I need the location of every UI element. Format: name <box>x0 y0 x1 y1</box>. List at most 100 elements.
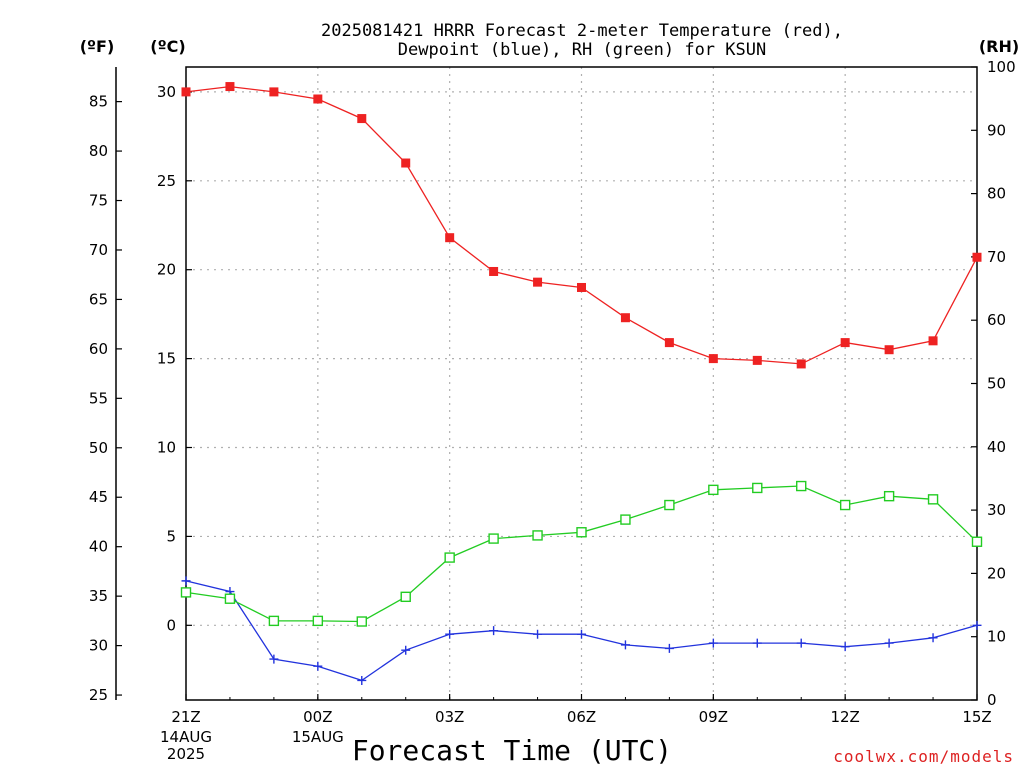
rh-tick-label: 50 <box>987 375 1006 393</box>
rh-tick-label: 90 <box>987 121 1006 139</box>
dewpoint-point <box>840 642 850 652</box>
dewpoint-point <box>796 638 806 648</box>
fahrenheit-tick-label: 55 <box>89 389 108 407</box>
rh-point <box>532 530 543 541</box>
temperature-point <box>533 277 543 287</box>
temperature-point <box>577 282 586 292</box>
rh-point <box>224 593 236 604</box>
fahrenheit-tick-label: 40 <box>89 538 108 556</box>
dewpoint-point <box>489 626 499 636</box>
celsius-tick-label: 30 <box>157 83 176 101</box>
x-tick-label: 00Z <box>303 708 332 726</box>
fahrenheit-unit-label: (ºF) <box>80 37 115 56</box>
x-tick-date-label: 14AUG <box>160 728 212 746</box>
celsius-tick-label: 10 <box>157 439 176 457</box>
fahrenheit-tick-label: 75 <box>89 192 108 210</box>
rh-point <box>356 616 367 627</box>
dewpoint-point <box>752 638 762 648</box>
credit-text: coolwx.com/models <box>833 747 1014 766</box>
rh-point <box>444 552 455 563</box>
rh-point <box>400 591 411 603</box>
dewpoint-point <box>664 643 674 653</box>
rh-point <box>796 480 807 492</box>
x-tick-label: 21Z <box>171 708 200 726</box>
x-tick-date-label: 2025 <box>167 745 205 763</box>
data-series <box>180 82 983 685</box>
dewpoint-point <box>972 620 982 630</box>
temperature-point <box>664 338 674 348</box>
fahrenheit-tick-label: 25 <box>89 686 108 704</box>
dewpoint-point <box>620 640 630 650</box>
rh-point <box>752 482 763 494</box>
x-tick-label: 09Z <box>699 708 728 726</box>
celsius-tick-label: 20 <box>157 261 176 279</box>
tick-labels: 2530354045505560657075808505101520253001… <box>89 58 1016 763</box>
dewpoint-point <box>533 629 543 639</box>
temperature-point <box>840 338 850 348</box>
temperature-point <box>796 359 806 369</box>
rh-point <box>883 490 895 502</box>
temperature-line <box>185 85 978 365</box>
dewpoint-point <box>928 633 938 643</box>
rh-tick-label: 100 <box>987 58 1016 76</box>
dewpoint-point <box>357 675 367 685</box>
temperature-point <box>401 158 411 168</box>
temperature-point <box>972 252 982 262</box>
rh-tick-label: 40 <box>987 438 1006 456</box>
rh-point <box>180 587 192 598</box>
rh-point <box>268 615 280 627</box>
temperature-point <box>708 354 718 364</box>
celsius-tick-label: 0 <box>166 616 176 634</box>
rh-tick-label: 0 <box>987 691 997 709</box>
rh-tick-label: 20 <box>987 564 1006 582</box>
dewpoint-point <box>313 661 323 671</box>
dewpoint-point <box>181 576 191 586</box>
x-tick-label: 06Z <box>567 708 596 726</box>
fahrenheit-tick-label: 45 <box>89 488 108 506</box>
x-tick-label: 15Z <box>962 708 991 726</box>
rh-unit-label: (RH) <box>979 37 1019 56</box>
temperature-point <box>225 82 235 92</box>
fahrenheit-tick-label: 60 <box>89 340 108 358</box>
rh-tick-label: 80 <box>987 185 1006 203</box>
x-tick-date-label: 15AUG <box>292 728 344 746</box>
fahrenheit-tick-label: 65 <box>89 290 108 308</box>
rh-point <box>488 533 499 544</box>
rh-point <box>927 494 939 505</box>
temperature-point <box>752 355 762 365</box>
rh-point <box>576 527 587 538</box>
x-axis-label: Forecast Time (UTC) <box>352 734 672 767</box>
celsius-tick-label: 15 <box>157 350 176 368</box>
x-tick-label: 12Z <box>830 708 859 726</box>
rh-point <box>620 514 631 525</box>
dewpoint-point <box>401 645 411 655</box>
rh-point <box>971 536 983 547</box>
celsius-tick-label: 25 <box>157 172 176 190</box>
dewpoint-point <box>884 638 894 648</box>
fahrenheit-tick-label: 80 <box>89 142 108 160</box>
fahrenheit-tick-label: 30 <box>89 637 108 655</box>
dewpoint-point <box>577 629 586 639</box>
x-tick-label: 03Z <box>435 708 464 726</box>
rh-tick-label: 70 <box>987 248 1006 266</box>
rh-line <box>185 485 978 623</box>
rh-point <box>664 499 675 511</box>
dewpoint-point <box>445 629 455 639</box>
dewpoint-point <box>269 654 279 664</box>
rh-point <box>839 499 851 511</box>
chart-title-line1: 2025081421 HRRR Forecast 2-meter Tempera… <box>321 21 843 41</box>
rh-point <box>708 484 719 496</box>
fahrenheit-tick-label: 35 <box>89 587 108 605</box>
celsius-tick-label: 5 <box>166 527 176 545</box>
temperature-point <box>620 313 630 323</box>
temperature-point <box>884 345 894 355</box>
fahrenheit-tick-label: 50 <box>89 439 108 457</box>
fahrenheit-tick-label: 70 <box>89 241 108 259</box>
dewpoint-point <box>708 638 718 648</box>
rh-point <box>312 615 324 627</box>
temperature-point <box>269 87 279 97</box>
rh-tick-label: 10 <box>987 628 1006 646</box>
grid-lines <box>186 67 977 700</box>
temperature-point <box>445 233 455 243</box>
